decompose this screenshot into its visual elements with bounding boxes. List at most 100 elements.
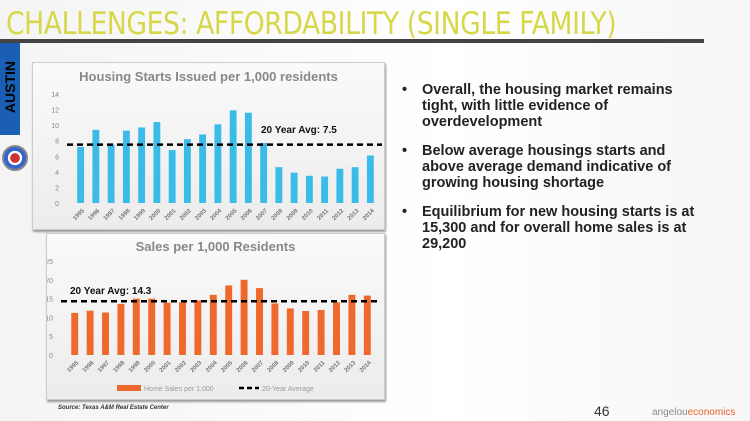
source-note: Source: Texas A&M Real Estate Center (58, 405, 169, 411)
housing-starts-plot: 0 2 4 6 8 10 12 14 1995 1996 1997 1998 1999 2000 2001 2… (51, 92, 382, 222)
bar (214, 124, 222, 203)
x-tick-label: 1999 (128, 360, 142, 374)
legend-label: 20-Year Average (262, 386, 314, 393)
x-tick-label: 2007 (251, 360, 265, 374)
y-tick-label: 0 (55, 201, 59, 208)
bar (183, 139, 191, 203)
bar (117, 303, 125, 355)
chart-title: Sales per 1,000 Residents (135, 239, 296, 254)
x-tick-label: 1995 (72, 208, 86, 222)
bar (305, 175, 313, 203)
y-tick-label: 6 (55, 154, 59, 161)
bar (77, 146, 85, 203)
bar (153, 122, 161, 203)
x-tick-label: 1997 (103, 208, 117, 222)
x-tick-label: 2013 (344, 360, 358, 374)
bar (302, 311, 310, 355)
y-tick-label: 4 (55, 170, 59, 177)
y-tick-label: 10 (51, 123, 59, 130)
y-tick-label: 10 (47, 315, 53, 322)
housing-starts-chart: Housing Starts Issued per 1,000 resident… (32, 62, 385, 230)
bar (229, 110, 237, 203)
y-tick-label: 20 (47, 278, 53, 285)
x-tick-label: 2002 (174, 360, 188, 374)
x-tick-label: 1998 (113, 360, 127, 374)
bar (138, 127, 146, 203)
slide-title: CHALLENGES: AFFORDABILITY (SINGLE FAMILY… (6, 6, 617, 42)
page-number: 46 (594, 403, 610, 419)
bar (92, 129, 100, 203)
x-tick-label: 1997 (97, 360, 111, 374)
x-tick-label: 2008 (267, 360, 281, 374)
bar (333, 302, 340, 355)
x-tick-label: 1998 (118, 208, 132, 222)
x-tick-label: 2010 (297, 360, 311, 374)
bar (256, 288, 263, 355)
y-tick-label: 2 (55, 185, 59, 192)
average-label: 20 Year Avg: 14.3 (70, 286, 152, 297)
bar (102, 312, 109, 355)
bar (71, 312, 79, 355)
bar (199, 134, 207, 203)
bar (107, 144, 115, 203)
x-tick-label: 2001 (164, 208, 178, 222)
y-tick-label: 5 (49, 334, 53, 341)
y-tick-label: 14 (51, 92, 59, 99)
x-tick-label: 2003 (190, 360, 204, 374)
y-tick-label: 0 (49, 353, 53, 360)
bar (168, 150, 176, 203)
x-tick-label: 2009 (286, 208, 300, 222)
bar (86, 310, 94, 355)
bar (163, 302, 171, 355)
x-tick-label: 2000 (149, 208, 163, 222)
bar (363, 295, 371, 355)
average-label: 20 Year Avg: 7.5 (261, 125, 337, 136)
city-tab: AUSTIN (0, 43, 20, 135)
x-tick-label: 2013 (347, 208, 361, 222)
bar (148, 298, 156, 355)
bar (244, 112, 252, 203)
bar (351, 167, 359, 203)
bar (275, 167, 283, 203)
bullet-item: Overall, the housing market remains tigh… (400, 82, 710, 130)
x-tick-label: 2003 (194, 208, 208, 222)
sales-chart: Sales per 1,000 Residents 0 5 10 15 20 25 1995… (46, 233, 385, 400)
bar (260, 143, 268, 203)
x-tick-label: 2000 (143, 360, 157, 374)
bar (321, 176, 329, 203)
x-tick-label: 2009 (282, 360, 296, 374)
x-tick-label: 2014 (359, 360, 373, 374)
bar (132, 298, 140, 355)
bar (317, 309, 325, 355)
x-tick-label: 2012 (328, 360, 342, 374)
y-tick-label: 15 (47, 297, 53, 304)
x-tick-label: 1996 (82, 360, 96, 374)
x-tick-label: 2005 (225, 208, 239, 222)
bar (271, 303, 279, 355)
bar (336, 168, 344, 203)
title-underline (0, 39, 704, 43)
bar (240, 279, 248, 355)
x-tick-label: 1999 (133, 208, 147, 222)
x-tick-label: 2011 (317, 208, 331, 222)
x-tick-label: 2006 (240, 208, 254, 222)
chart-title: Housing Starts Issued per 1,000 resident… (79, 69, 338, 84)
x-tick-label: 2004 (205, 360, 219, 374)
x-tick-label: 2011 (313, 360, 327, 374)
y-tick-label: 12 (51, 108, 59, 115)
legend-label: Home Sales per 1,000 (144, 386, 214, 393)
bar (290, 172, 298, 203)
x-tick-label: 1996 (88, 208, 102, 222)
bar (209, 294, 217, 355)
bar (194, 300, 202, 355)
bar (286, 308, 294, 355)
x-tick-label: 2007 (255, 208, 269, 222)
x-tick-label: 2005 (220, 360, 234, 374)
bar (179, 302, 186, 355)
logo: angeloueconomics (652, 407, 736, 418)
bar (122, 130, 130, 203)
legend-swatch (117, 385, 141, 391)
y-tick-label: 8 (55, 139, 59, 146)
x-tick-label: 2014 (362, 208, 376, 222)
